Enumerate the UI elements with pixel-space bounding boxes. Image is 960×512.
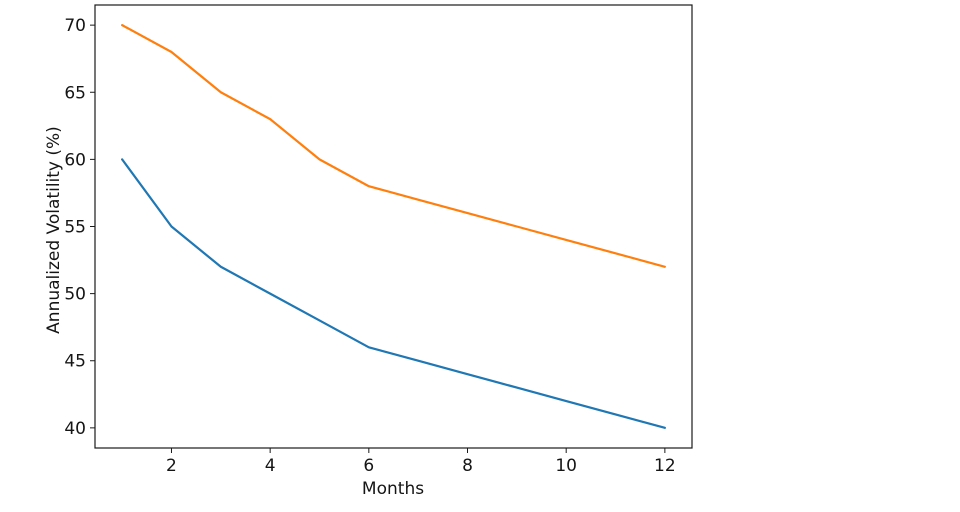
x-tick-label: 4	[265, 456, 276, 476]
orange-line-series	[121, 24, 666, 268]
y-axis-label: Annualized Volatility (%)	[44, 126, 64, 334]
x-tick-label: 2	[166, 456, 177, 476]
blue-line-series	[121, 158, 666, 429]
x-tick-label: 10	[555, 456, 577, 476]
x-tick-label: 12	[654, 456, 676, 476]
y-tick-label: 45	[64, 352, 86, 372]
plot-frame	[94, 4, 693, 449]
y-tick-label: 55	[64, 218, 86, 238]
x-tick-label: 8	[462, 456, 473, 476]
y-tick-label: 70	[64, 16, 86, 36]
y-tick-label: 50	[64, 285, 86, 305]
x-axis-label: Months	[361, 479, 425, 499]
y-tick-label: 60	[64, 150, 86, 170]
y-tick-label: 40	[64, 419, 86, 439]
x-tick-label: 6	[363, 456, 374, 476]
y-tick-label: 65	[64, 83, 86, 103]
